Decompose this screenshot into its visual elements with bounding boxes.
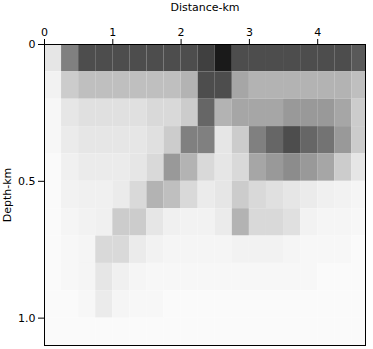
svg-text:0: 0	[29, 38, 36, 51]
svg-text:1.0: 1.0	[18, 312, 36, 325]
svg-text:3: 3	[246, 26, 253, 39]
svg-text:Distance-km: Distance-km	[170, 1, 239, 14]
svg-text:1: 1	[109, 26, 116, 39]
svg-text:2: 2	[178, 26, 185, 39]
svg-text:4: 4	[314, 26, 321, 39]
svg-text:0: 0	[41, 26, 48, 39]
svg-text:Depth-km: Depth-km	[1, 168, 14, 223]
svg-text:0.5: 0.5	[18, 175, 36, 188]
